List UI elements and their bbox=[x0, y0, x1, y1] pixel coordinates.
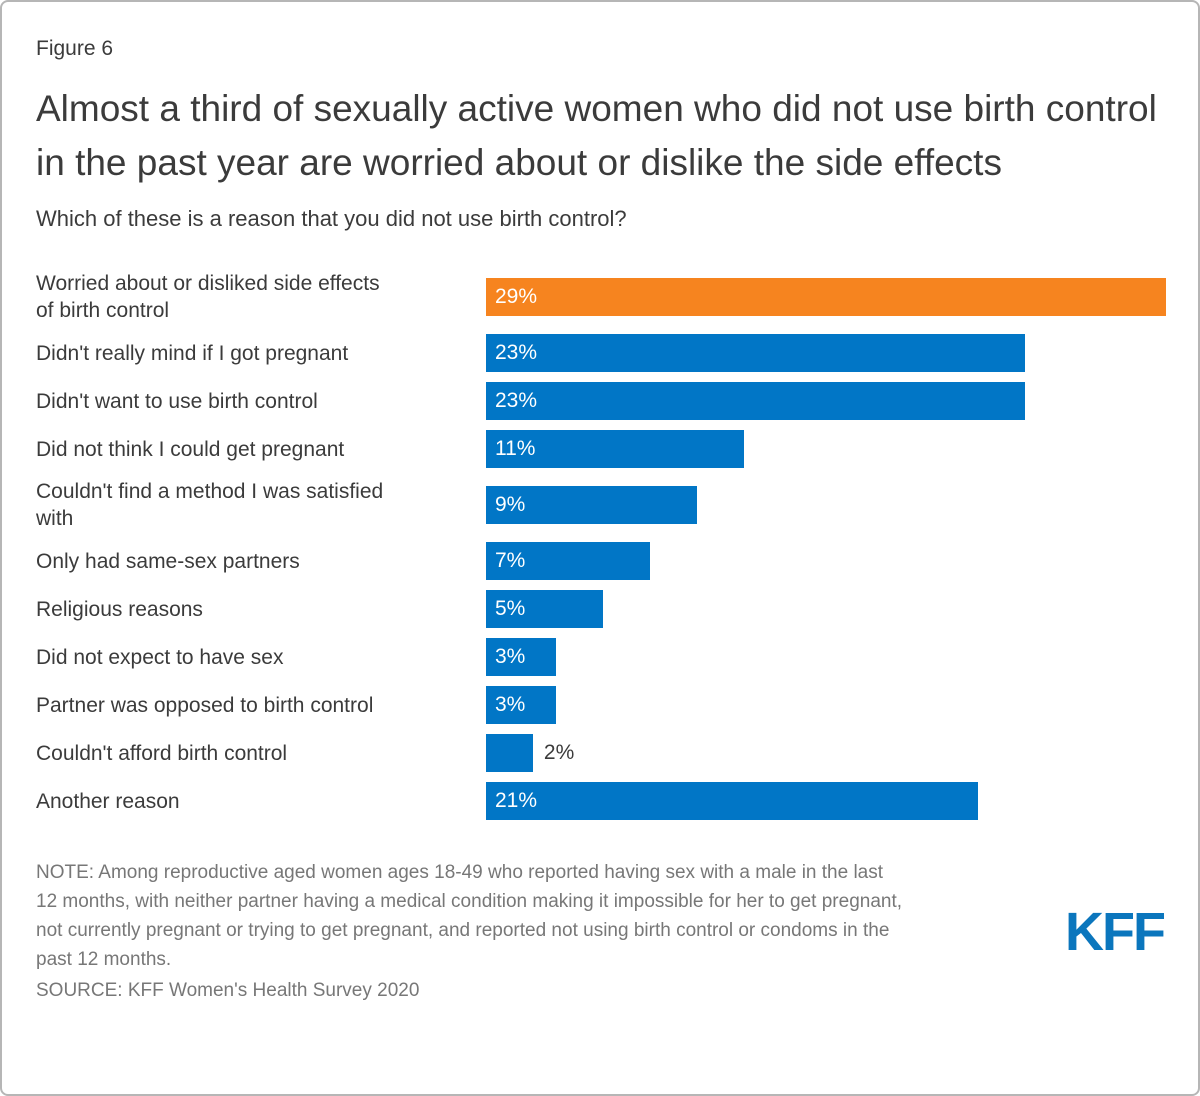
bar-track: 23% bbox=[486, 382, 1166, 420]
bar-track: 3% bbox=[486, 686, 1166, 724]
bar-track: 7% bbox=[486, 542, 1166, 580]
bar-highlight: 29% bbox=[486, 278, 1166, 316]
bar-track: 5% bbox=[486, 590, 1166, 628]
bar-category-label: Only had same-sex partners bbox=[36, 549, 300, 573]
bar-value-label: 2% bbox=[543, 741, 575, 764]
kff-logo: KFF bbox=[1065, 901, 1166, 962]
bar-category-label: Partner was opposed to birth control bbox=[36, 693, 374, 717]
chart-row: Did not think I could get pregnant 11% bbox=[36, 430, 1166, 468]
bar: 7% bbox=[486, 542, 651, 580]
bar-track: 9% bbox=[486, 486, 1166, 524]
bar-value-label: 7% bbox=[495, 549, 526, 572]
chart-row: Couldn't afford birth control 2% bbox=[36, 734, 1166, 772]
bar-category-label: Religious reasons bbox=[36, 597, 203, 621]
bar-category-label: Another reason bbox=[36, 789, 180, 813]
bar-track: 23% bbox=[486, 334, 1166, 372]
bar-category-label: Did not expect to have sex bbox=[36, 645, 284, 669]
bar-value-label: 3% bbox=[495, 645, 526, 668]
bar: 11% bbox=[486, 430, 744, 468]
bar: 9% bbox=[486, 486, 698, 524]
bar-value-label: 29% bbox=[495, 285, 538, 308]
figure-label: Figure 6 bbox=[36, 37, 114, 60]
bar-value-label: 23% bbox=[495, 389, 538, 412]
bar-track: 21% bbox=[486, 782, 1166, 820]
bar: 3% bbox=[486, 686, 557, 724]
chart-title: Almost a third of sexually active women … bbox=[36, 88, 1157, 183]
bar-track: 29% bbox=[486, 278, 1166, 316]
bar-value-label: 23% bbox=[495, 341, 538, 364]
bar: 3% bbox=[486, 638, 557, 676]
bar-value-label: 3% bbox=[495, 693, 526, 716]
chart-row: Didn't really mind if I got pregnant 23% bbox=[36, 334, 1166, 372]
chart-row: Partner was opposed to birth control 3% bbox=[36, 686, 1166, 724]
bar-category-label: Worried about or disliked side effects o… bbox=[36, 272, 380, 322]
source-text: SOURCE: KFF Women's Health Survey 2020 bbox=[36, 980, 420, 1001]
bar-category-label: Couldn't find a method I was satisfied w… bbox=[36, 480, 384, 530]
notes-block: NOTE: Among reproductive aged women ages… bbox=[36, 858, 1048, 1005]
chart-row: Another reason 21% bbox=[36, 782, 1166, 820]
bar-track: 11% bbox=[486, 430, 1166, 468]
bar: 23% bbox=[486, 382, 1026, 420]
bar-track: 3% bbox=[486, 638, 1166, 676]
chart-subtitle: Which of these is a reason that you did … bbox=[36, 206, 627, 231]
bar-category-label: Didn't want to use birth control bbox=[36, 389, 318, 413]
bar: 23% bbox=[486, 334, 1026, 372]
bar bbox=[486, 734, 533, 772]
bar-category-label: Did not think I could get pregnant bbox=[36, 437, 345, 461]
chart-row: Did not expect to have sex 3% bbox=[36, 638, 1166, 676]
chart-row: Worried about or disliked side effects o… bbox=[36, 270, 1166, 324]
bar-chart: Worried about or disliked side effects o… bbox=[36, 270, 1166, 820]
footer: NOTE: Among reproductive aged women ages… bbox=[36, 858, 1166, 1005]
bar-category-label: Didn't really mind if I got pregnant bbox=[36, 341, 349, 365]
bar-value-label: 11% bbox=[495, 437, 536, 460]
chart-row: Religious reasons 5% bbox=[36, 590, 1166, 628]
bar-track: 2% bbox=[486, 734, 1166, 772]
bar: 5% bbox=[486, 590, 604, 628]
chart-row: Didn't want to use birth control 23% bbox=[36, 382, 1166, 420]
chart-row: Couldn't find a method I was satisfied w… bbox=[36, 478, 1166, 532]
note-text: NOTE: Among reproductive aged women ages… bbox=[36, 862, 903, 970]
chart-row: Only had same-sex partners 7% bbox=[36, 542, 1166, 580]
bar-value-label: 9% bbox=[495, 493, 526, 516]
bar-category-label: Couldn't afford birth control bbox=[36, 741, 288, 765]
bar: 21% bbox=[486, 782, 979, 820]
bar-value-label: 21% bbox=[495, 789, 538, 812]
bar-value-label: 5% bbox=[495, 597, 526, 620]
